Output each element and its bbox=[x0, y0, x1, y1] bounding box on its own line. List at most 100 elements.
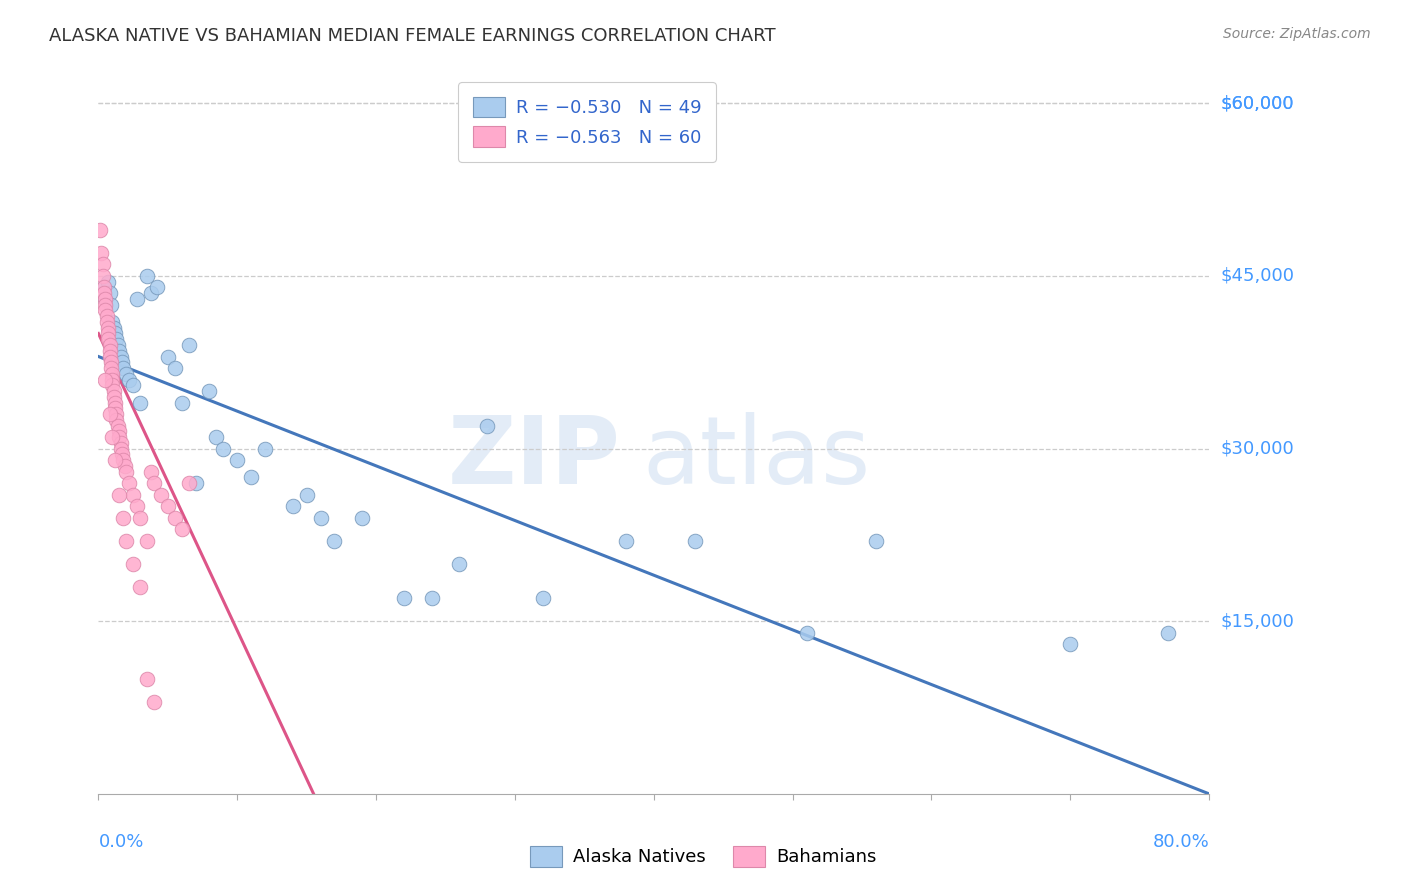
Point bbox=[253, 442, 276, 456]
Text: $60,000: $60,000 bbox=[1220, 95, 1294, 112]
Legend: Alaska Natives, Bahamians: Alaska Natives, Bahamians bbox=[523, 838, 883, 874]
Point bbox=[156, 350, 179, 364]
Point bbox=[98, 407, 121, 421]
Point bbox=[118, 476, 141, 491]
Point bbox=[184, 476, 207, 491]
Point bbox=[122, 557, 145, 571]
Point bbox=[129, 580, 152, 594]
Point bbox=[97, 275, 120, 289]
Point bbox=[93, 286, 115, 301]
Point bbox=[90, 246, 112, 260]
Point bbox=[198, 384, 221, 398]
Point bbox=[112, 510, 135, 524]
Point bbox=[156, 499, 179, 513]
Point bbox=[127, 499, 149, 513]
Text: ZIP: ZIP bbox=[447, 412, 620, 505]
Point bbox=[110, 435, 132, 450]
Point bbox=[103, 390, 125, 404]
Point bbox=[392, 591, 415, 606]
Text: $45,000: $45,000 bbox=[1220, 267, 1295, 285]
Point bbox=[177, 476, 200, 491]
Point bbox=[149, 488, 172, 502]
Point bbox=[112, 453, 135, 467]
Point bbox=[1156, 625, 1178, 640]
Point bbox=[105, 332, 128, 346]
Point bbox=[98, 286, 121, 301]
Point bbox=[796, 625, 818, 640]
Point bbox=[100, 355, 122, 369]
Point bbox=[449, 557, 471, 571]
Point bbox=[115, 533, 138, 548]
Point bbox=[115, 465, 138, 479]
Point bbox=[101, 367, 124, 381]
Point bbox=[240, 470, 263, 484]
Point bbox=[108, 430, 131, 444]
Point bbox=[145, 280, 167, 294]
Point bbox=[108, 488, 131, 502]
Point bbox=[93, 280, 115, 294]
Point bbox=[118, 372, 141, 386]
Point bbox=[94, 303, 117, 318]
Point bbox=[108, 343, 131, 358]
Text: 0.0%: 0.0% bbox=[98, 833, 143, 851]
Point bbox=[136, 672, 159, 686]
Point bbox=[420, 591, 443, 606]
Point bbox=[94, 372, 117, 386]
Text: atlas: atlas bbox=[643, 412, 870, 505]
Point bbox=[163, 510, 186, 524]
Point bbox=[136, 533, 159, 548]
Point bbox=[103, 320, 125, 334]
Point bbox=[205, 430, 228, 444]
Point bbox=[177, 338, 200, 352]
Point bbox=[865, 533, 887, 548]
Text: $30,000: $30,000 bbox=[1220, 440, 1294, 458]
Point bbox=[93, 280, 115, 294]
Text: $15,000: $15,000 bbox=[1220, 612, 1294, 631]
Point bbox=[323, 533, 346, 548]
Point bbox=[170, 395, 193, 409]
Point bbox=[226, 453, 249, 467]
Point bbox=[101, 372, 124, 386]
Point bbox=[281, 499, 304, 513]
Point bbox=[89, 223, 111, 237]
Point bbox=[111, 355, 134, 369]
Point bbox=[475, 418, 499, 433]
Point bbox=[105, 413, 128, 427]
Point bbox=[104, 395, 127, 409]
Point bbox=[97, 326, 120, 341]
Point bbox=[614, 533, 637, 548]
Point bbox=[98, 350, 121, 364]
Point bbox=[141, 465, 163, 479]
Point bbox=[143, 695, 166, 709]
Text: Source: ZipAtlas.com: Source: ZipAtlas.com bbox=[1223, 27, 1371, 41]
Text: $60,000: $60,000 bbox=[1220, 95, 1294, 112]
Point bbox=[94, 292, 117, 306]
Point bbox=[163, 361, 186, 376]
Point bbox=[122, 378, 145, 392]
Point bbox=[97, 320, 120, 334]
Legend: R = −0.530   N = 49, R = −0.563   N = 60: R = −0.530 N = 49, R = −0.563 N = 60 bbox=[458, 82, 716, 161]
Point bbox=[122, 488, 145, 502]
Point bbox=[100, 361, 122, 376]
Point bbox=[96, 310, 118, 324]
Point bbox=[129, 510, 152, 524]
Point bbox=[101, 378, 124, 392]
Point bbox=[101, 430, 124, 444]
Point bbox=[170, 522, 193, 536]
Point bbox=[143, 476, 166, 491]
Point bbox=[100, 298, 122, 312]
Point bbox=[112, 361, 135, 376]
Point bbox=[104, 453, 127, 467]
Point bbox=[110, 442, 132, 456]
Point bbox=[94, 292, 117, 306]
Point bbox=[110, 350, 132, 364]
Text: 80.0%: 80.0% bbox=[1153, 833, 1209, 851]
Point bbox=[295, 488, 318, 502]
Point bbox=[98, 343, 121, 358]
Point bbox=[1059, 637, 1081, 651]
Point bbox=[352, 510, 374, 524]
Point bbox=[141, 286, 163, 301]
Point bbox=[685, 533, 707, 548]
Point bbox=[98, 338, 121, 352]
Point bbox=[115, 367, 138, 381]
